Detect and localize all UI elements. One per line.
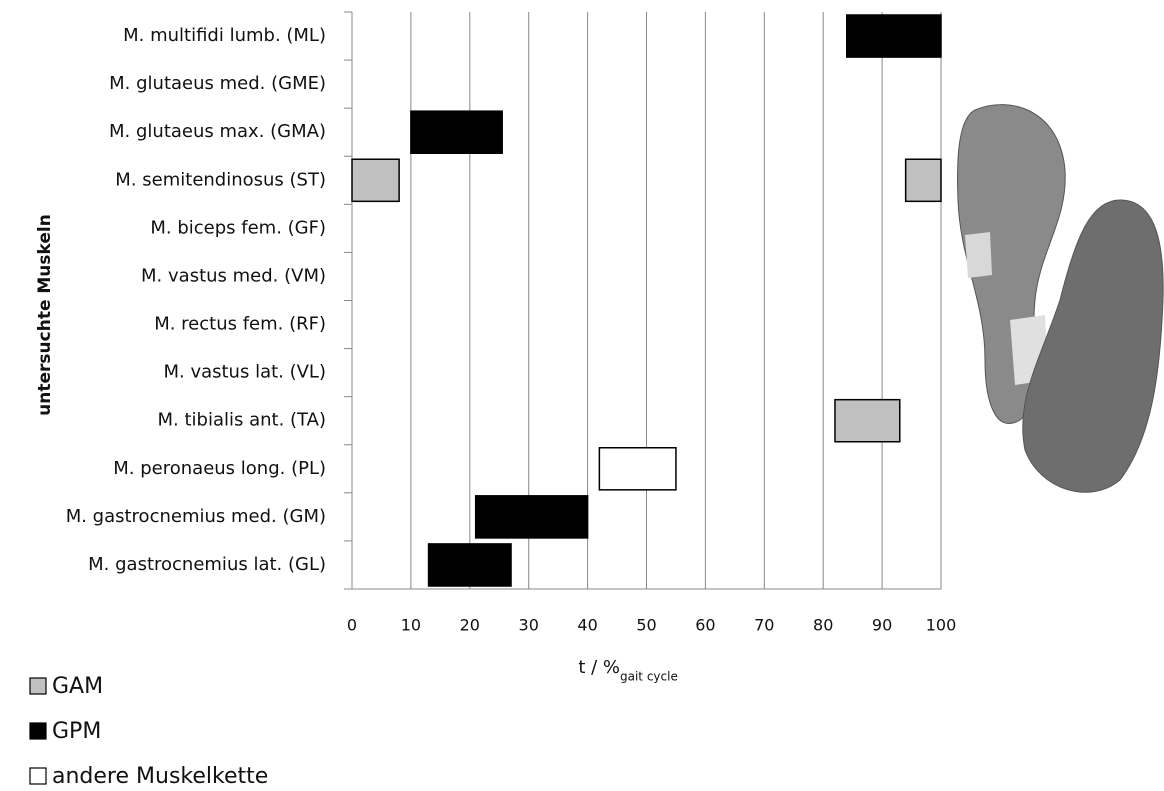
bar — [906, 159, 941, 201]
bar — [411, 111, 502, 153]
x-tick-label: 60 — [695, 616, 715, 635]
legend-label: andere Muskelkette — [52, 764, 268, 787]
x-tick-label: 50 — [636, 616, 656, 635]
y-tick-label: M. multifidi lumb. (ML) — [123, 25, 326, 46]
y-tick-label: M. rectus fem. (RF) — [154, 314, 326, 335]
x-tick-label: 40 — [577, 616, 597, 635]
bar — [476, 496, 588, 538]
legend-label: GPM — [52, 719, 101, 744]
x-tick-label: 30 — [519, 616, 539, 635]
legend-swatch — [30, 768, 46, 784]
y-tick-label: M. peronaeus long. (PL) — [113, 458, 326, 479]
bar — [847, 15, 941, 57]
y-tick-label: M. vastus med. (VM) — [141, 265, 326, 286]
y-tick-label: M. glutaeus med. (GME) — [109, 73, 326, 94]
x-tick-label: 90 — [872, 616, 892, 635]
bar — [352, 159, 399, 201]
chart: untersuchte Muskeln t / % gait cycle 0 10… — [0, 0, 1164, 787]
y-tick-label: M. semitendinosus (ST) — [115, 169, 326, 190]
x-axis-label-subscript: gait cycle — [620, 670, 678, 684]
y-tick-label: M. biceps fem. (GF) — [150, 217, 326, 238]
y-tick-label: M. glutaeus max. (GMA) — [109, 121, 326, 142]
insole-illustration — [958, 105, 1164, 493]
y-tick-label: M. gastrocnemius med. (GM) — [66, 506, 326, 527]
x-tick-label: 10 — [401, 616, 421, 635]
y-tick-label: M. tibialis ant. (TA) — [158, 410, 327, 431]
x-axis-label: t / % — [578, 657, 620, 678]
y-tick-label: M. gastrocnemius lat. (GL) — [88, 554, 326, 575]
x-tick-label: 100 — [926, 616, 957, 635]
x-tick-label: 20 — [460, 616, 480, 635]
bar — [429, 544, 511, 586]
legend-swatch — [30, 723, 46, 739]
y-tick-label: M. vastus lat. (VL) — [163, 362, 326, 383]
x-tick-label: 80 — [813, 616, 833, 635]
x-tick-label: 70 — [754, 616, 774, 635]
x-tick-label: 0 — [347, 616, 357, 635]
bar — [835, 400, 900, 442]
legend-swatch — [30, 678, 46, 694]
legend-label: GAM — [52, 674, 103, 699]
bar — [599, 448, 676, 490]
y-axis-label: untersuchte Muskeln — [35, 214, 55, 416]
